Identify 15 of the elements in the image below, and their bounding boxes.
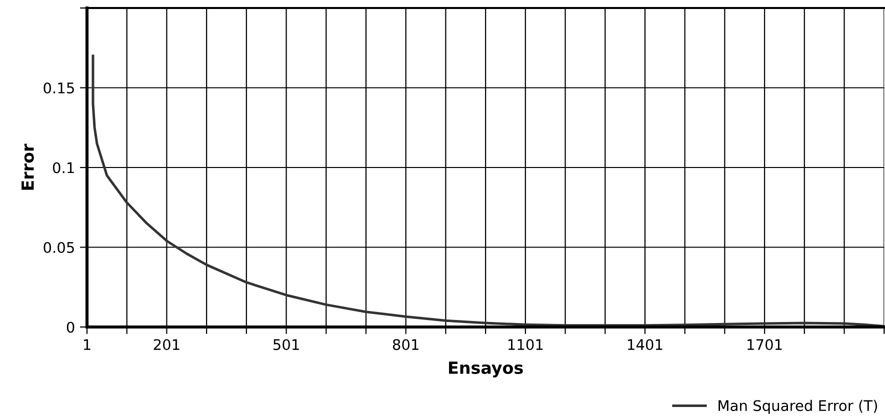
x-tick-label: 1101 xyxy=(508,339,543,350)
x-tick-label: 1401 xyxy=(628,339,662,350)
x-tick-label: 501 xyxy=(273,339,299,350)
y-axis-title: Error xyxy=(22,144,34,190)
y-tick-label: 0 xyxy=(66,322,74,333)
line-series xyxy=(92,54,884,327)
legend-label: Man Squared Error (T) xyxy=(718,400,878,414)
x-axis-title: Ensayos xyxy=(449,362,523,378)
y-tick-label: 0.1 xyxy=(52,162,74,174)
y-tick-label: 0.15 xyxy=(44,82,74,94)
x-tick-label: 1701 xyxy=(748,339,782,350)
y-tick-label: 0.05 xyxy=(44,242,74,253)
x-tick-label: 1 xyxy=(84,339,90,350)
x-tick-label: 201 xyxy=(154,339,180,350)
x-tick-label: 801 xyxy=(392,339,418,350)
